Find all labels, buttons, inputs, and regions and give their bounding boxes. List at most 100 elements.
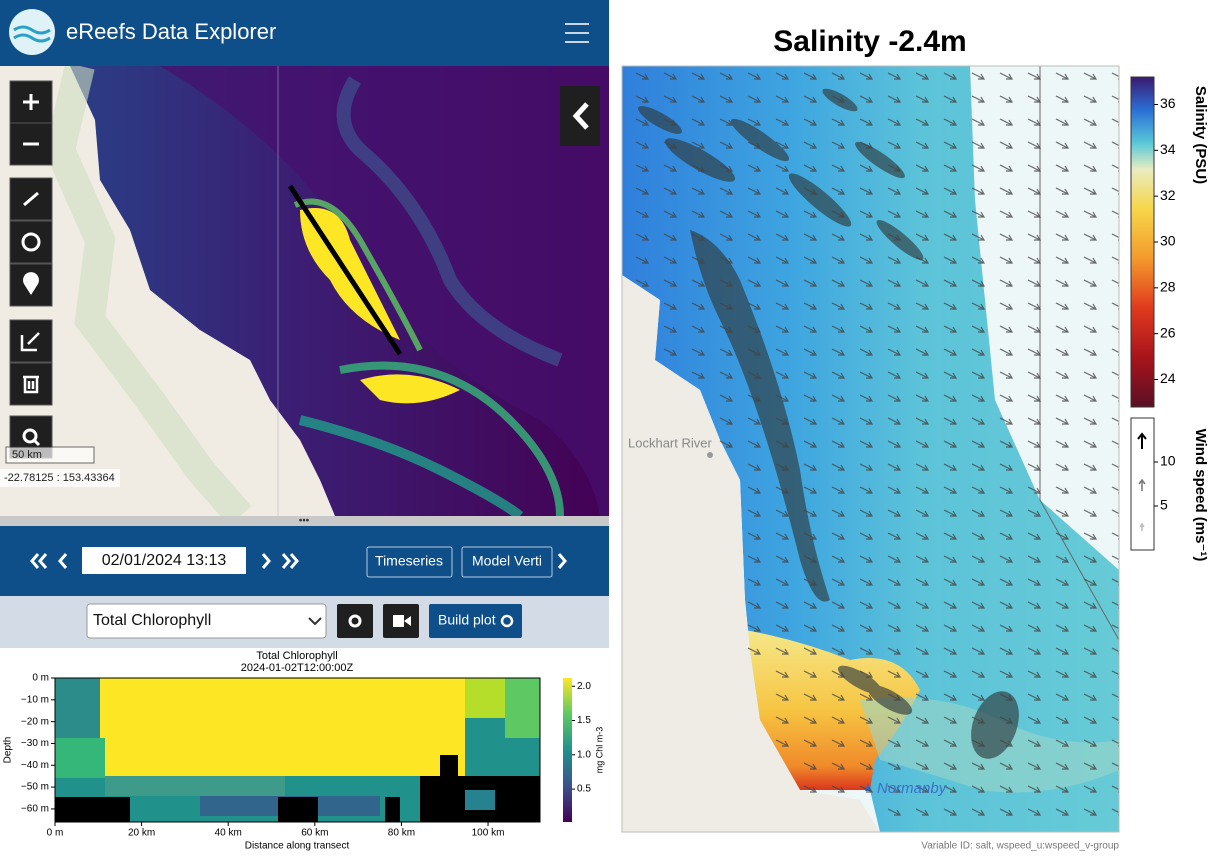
collapse-button[interactable]	[560, 86, 600, 146]
wind-arrow	[859, 187, 874, 195]
draw-marker-button[interactable]	[9, 263, 53, 307]
header-bar	[0, 0, 609, 66]
date-input[interactable]	[82, 547, 246, 574]
wind-arrow	[1055, 555, 1070, 563]
build-plot-button[interactable]	[429, 604, 522, 638]
wind-arrow	[915, 256, 930, 264]
timeseries-button[interactable]	[366, 546, 453, 578]
wind-arrow	[887, 118, 902, 126]
time-nav-forward[interactable]	[261, 553, 299, 569]
wind-arrow	[887, 762, 902, 770]
wind-arrow	[971, 739, 986, 747]
wind-arrow	[971, 394, 986, 402]
wind-arrow	[1027, 141, 1042, 149]
wind-arrow	[663, 233, 678, 241]
wind-arrow	[1111, 578, 1119, 586]
wind-arrow	[803, 670, 818, 678]
wind-arrow	[663, 325, 678, 333]
wind-arrow	[803, 762, 818, 770]
wind-arrow	[775, 532, 790, 540]
draw-circle-button[interactable]	[9, 220, 53, 264]
wind-arrow	[747, 72, 762, 80]
wind-arrow	[1111, 624, 1119, 632]
wind-arrow	[803, 601, 818, 609]
wind-arrow	[1083, 762, 1098, 770]
x-tick-label: 80 km	[388, 828, 415, 839]
wind-arrow	[1083, 417, 1098, 425]
wind-arrow	[887, 210, 902, 218]
wind-arrow	[775, 118, 790, 126]
wind-arrow	[915, 141, 930, 149]
wind-arrow	[1055, 532, 1070, 540]
wind-arrow	[1027, 164, 1042, 172]
wind-arrow	[943, 118, 958, 126]
wind-arrow	[971, 371, 986, 379]
wind-arrow	[887, 532, 902, 540]
wind-arrow	[663, 302, 678, 310]
x-axis-label: Distance along transect	[245, 841, 350, 852]
wind-arrow	[999, 279, 1014, 287]
wind-arrow	[887, 509, 902, 517]
wind-arrow	[747, 210, 762, 218]
wind-arrow	[1111, 187, 1119, 195]
wind-arrow	[999, 716, 1014, 724]
wind-arrow	[1083, 233, 1098, 241]
wind-arrow	[747, 95, 762, 103]
wind-arrow	[943, 509, 958, 517]
wind-arrow	[719, 302, 734, 310]
model-vertical-button[interactable]	[461, 546, 553, 578]
wind-arrow	[831, 302, 846, 310]
wind-arrow	[663, 187, 678, 195]
wind-arrow	[971, 118, 986, 126]
divider[interactable]	[0, 516, 609, 526]
wind-arrow	[887, 371, 902, 379]
x-tick-label: 0 m	[47, 828, 64, 839]
wind-arrow	[859, 785, 874, 793]
wind-arrow	[971, 463, 986, 471]
place-label: Lockhart River	[628, 435, 712, 450]
wind-arrow	[747, 463, 762, 471]
settings-button[interactable]	[337, 604, 373, 638]
wind-arrow	[971, 647, 986, 655]
wind-arrow	[691, 164, 706, 172]
wind-arrow	[971, 486, 986, 494]
wind-arrow	[663, 72, 678, 80]
wind-arrow	[915, 578, 930, 586]
delete-button[interactable]	[9, 362, 53, 406]
y-tick-label: −60 m	[21, 804, 49, 815]
wind-arrow	[859, 164, 874, 172]
wind-arrow	[1083, 601, 1098, 609]
coordinate-box	[0, 469, 120, 487]
wind-arrow	[747, 555, 762, 563]
wind-arrow	[1111, 532, 1119, 540]
wind-arrow	[803, 164, 818, 172]
menu-button[interactable]	[565, 23, 589, 43]
wind-arrow	[1055, 486, 1070, 494]
wind-arrow	[719, 141, 734, 149]
wind-arrow	[859, 72, 874, 80]
wind-arrow	[887, 624, 902, 632]
wind-arrow	[971, 509, 986, 517]
time-nav-back[interactable]	[30, 553, 68, 569]
wind-arrow	[1055, 762, 1070, 770]
wind-arrow	[803, 532, 818, 540]
plot-subtitle: 2024-01-02T12:00:00Z	[241, 662, 354, 674]
video-icon	[393, 615, 411, 627]
wind-arrow	[971, 187, 986, 195]
wind-arrow	[635, 141, 650, 149]
scroll-right[interactable]	[557, 553, 567, 569]
wind-arrow	[719, 118, 734, 126]
wind-arrow	[943, 440, 958, 448]
wind-arrow	[999, 417, 1014, 425]
wind-arrow	[1083, 624, 1098, 632]
wind-arrow	[1055, 624, 1070, 632]
wind-arrow	[635, 210, 650, 218]
wind-arrow	[915, 670, 930, 678]
wind-arrow	[1111, 417, 1119, 425]
wind-arrow	[971, 785, 986, 793]
wind-arrow	[691, 302, 706, 310]
variable-select[interactable]	[86, 603, 327, 639]
wind-arrow	[691, 279, 706, 287]
wind-arrow	[831, 716, 846, 724]
wind-arrow	[719, 325, 734, 333]
